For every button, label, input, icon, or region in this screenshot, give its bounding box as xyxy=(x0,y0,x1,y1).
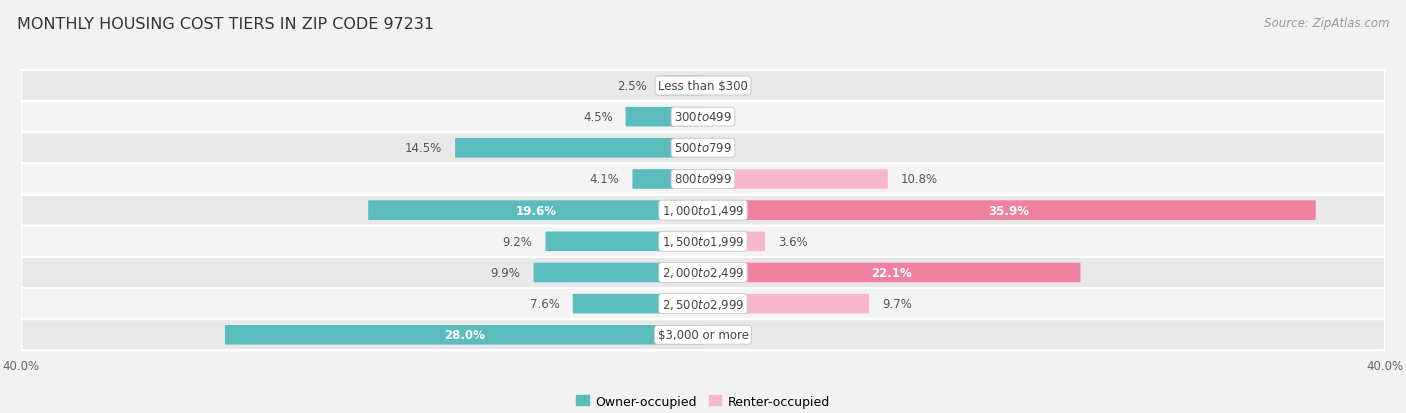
FancyBboxPatch shape xyxy=(626,107,703,127)
Text: 9.7%: 9.7% xyxy=(882,297,912,311)
FancyBboxPatch shape xyxy=(21,288,1385,319)
Text: 14.5%: 14.5% xyxy=(405,142,441,155)
Text: 7.6%: 7.6% xyxy=(530,297,560,311)
Legend: Owner-occupied, Renter-occupied: Owner-occupied, Renter-occupied xyxy=(571,389,835,413)
FancyBboxPatch shape xyxy=(21,71,1385,102)
Text: $3,000 or more: $3,000 or more xyxy=(658,328,748,342)
FancyBboxPatch shape xyxy=(659,76,703,96)
FancyBboxPatch shape xyxy=(368,201,703,221)
Text: 35.9%: 35.9% xyxy=(988,204,1029,217)
Text: 9.9%: 9.9% xyxy=(491,266,520,279)
FancyBboxPatch shape xyxy=(21,319,1385,351)
Text: 22.1%: 22.1% xyxy=(870,266,911,279)
FancyBboxPatch shape xyxy=(21,226,1385,257)
Text: $2,500 to $2,999: $2,500 to $2,999 xyxy=(662,297,744,311)
Text: 10.8%: 10.8% xyxy=(901,173,938,186)
FancyBboxPatch shape xyxy=(703,170,887,189)
FancyBboxPatch shape xyxy=(633,170,703,189)
FancyBboxPatch shape xyxy=(533,263,703,282)
FancyBboxPatch shape xyxy=(456,139,703,158)
Text: 3.6%: 3.6% xyxy=(778,235,808,248)
Text: Less than $300: Less than $300 xyxy=(658,80,748,93)
Text: 28.0%: 28.0% xyxy=(444,328,485,342)
Text: Source: ZipAtlas.com: Source: ZipAtlas.com xyxy=(1264,17,1389,29)
Text: 4.5%: 4.5% xyxy=(583,111,613,124)
FancyBboxPatch shape xyxy=(546,232,703,252)
FancyBboxPatch shape xyxy=(703,201,1316,221)
FancyBboxPatch shape xyxy=(21,164,1385,195)
Text: $500 to $799: $500 to $799 xyxy=(673,142,733,155)
Text: $800 to $999: $800 to $999 xyxy=(673,173,733,186)
Text: MONTHLY HOUSING COST TIERS IN ZIP CODE 97231: MONTHLY HOUSING COST TIERS IN ZIP CODE 9… xyxy=(17,17,434,31)
Text: $300 to $499: $300 to $499 xyxy=(673,111,733,124)
FancyBboxPatch shape xyxy=(21,257,1385,288)
FancyBboxPatch shape xyxy=(21,133,1385,164)
FancyBboxPatch shape xyxy=(703,294,869,314)
Text: $2,000 to $2,499: $2,000 to $2,499 xyxy=(662,266,744,280)
FancyBboxPatch shape xyxy=(703,232,765,252)
FancyBboxPatch shape xyxy=(703,263,1080,282)
Text: 2.5%: 2.5% xyxy=(617,80,647,93)
Text: 4.1%: 4.1% xyxy=(589,173,620,186)
FancyBboxPatch shape xyxy=(21,102,1385,133)
Text: 19.6%: 19.6% xyxy=(516,204,557,217)
FancyBboxPatch shape xyxy=(225,325,703,345)
FancyBboxPatch shape xyxy=(21,195,1385,226)
Text: $1,500 to $1,999: $1,500 to $1,999 xyxy=(662,235,744,249)
FancyBboxPatch shape xyxy=(572,294,703,314)
Text: $1,000 to $1,499: $1,000 to $1,499 xyxy=(662,204,744,218)
Text: 9.2%: 9.2% xyxy=(503,235,533,248)
